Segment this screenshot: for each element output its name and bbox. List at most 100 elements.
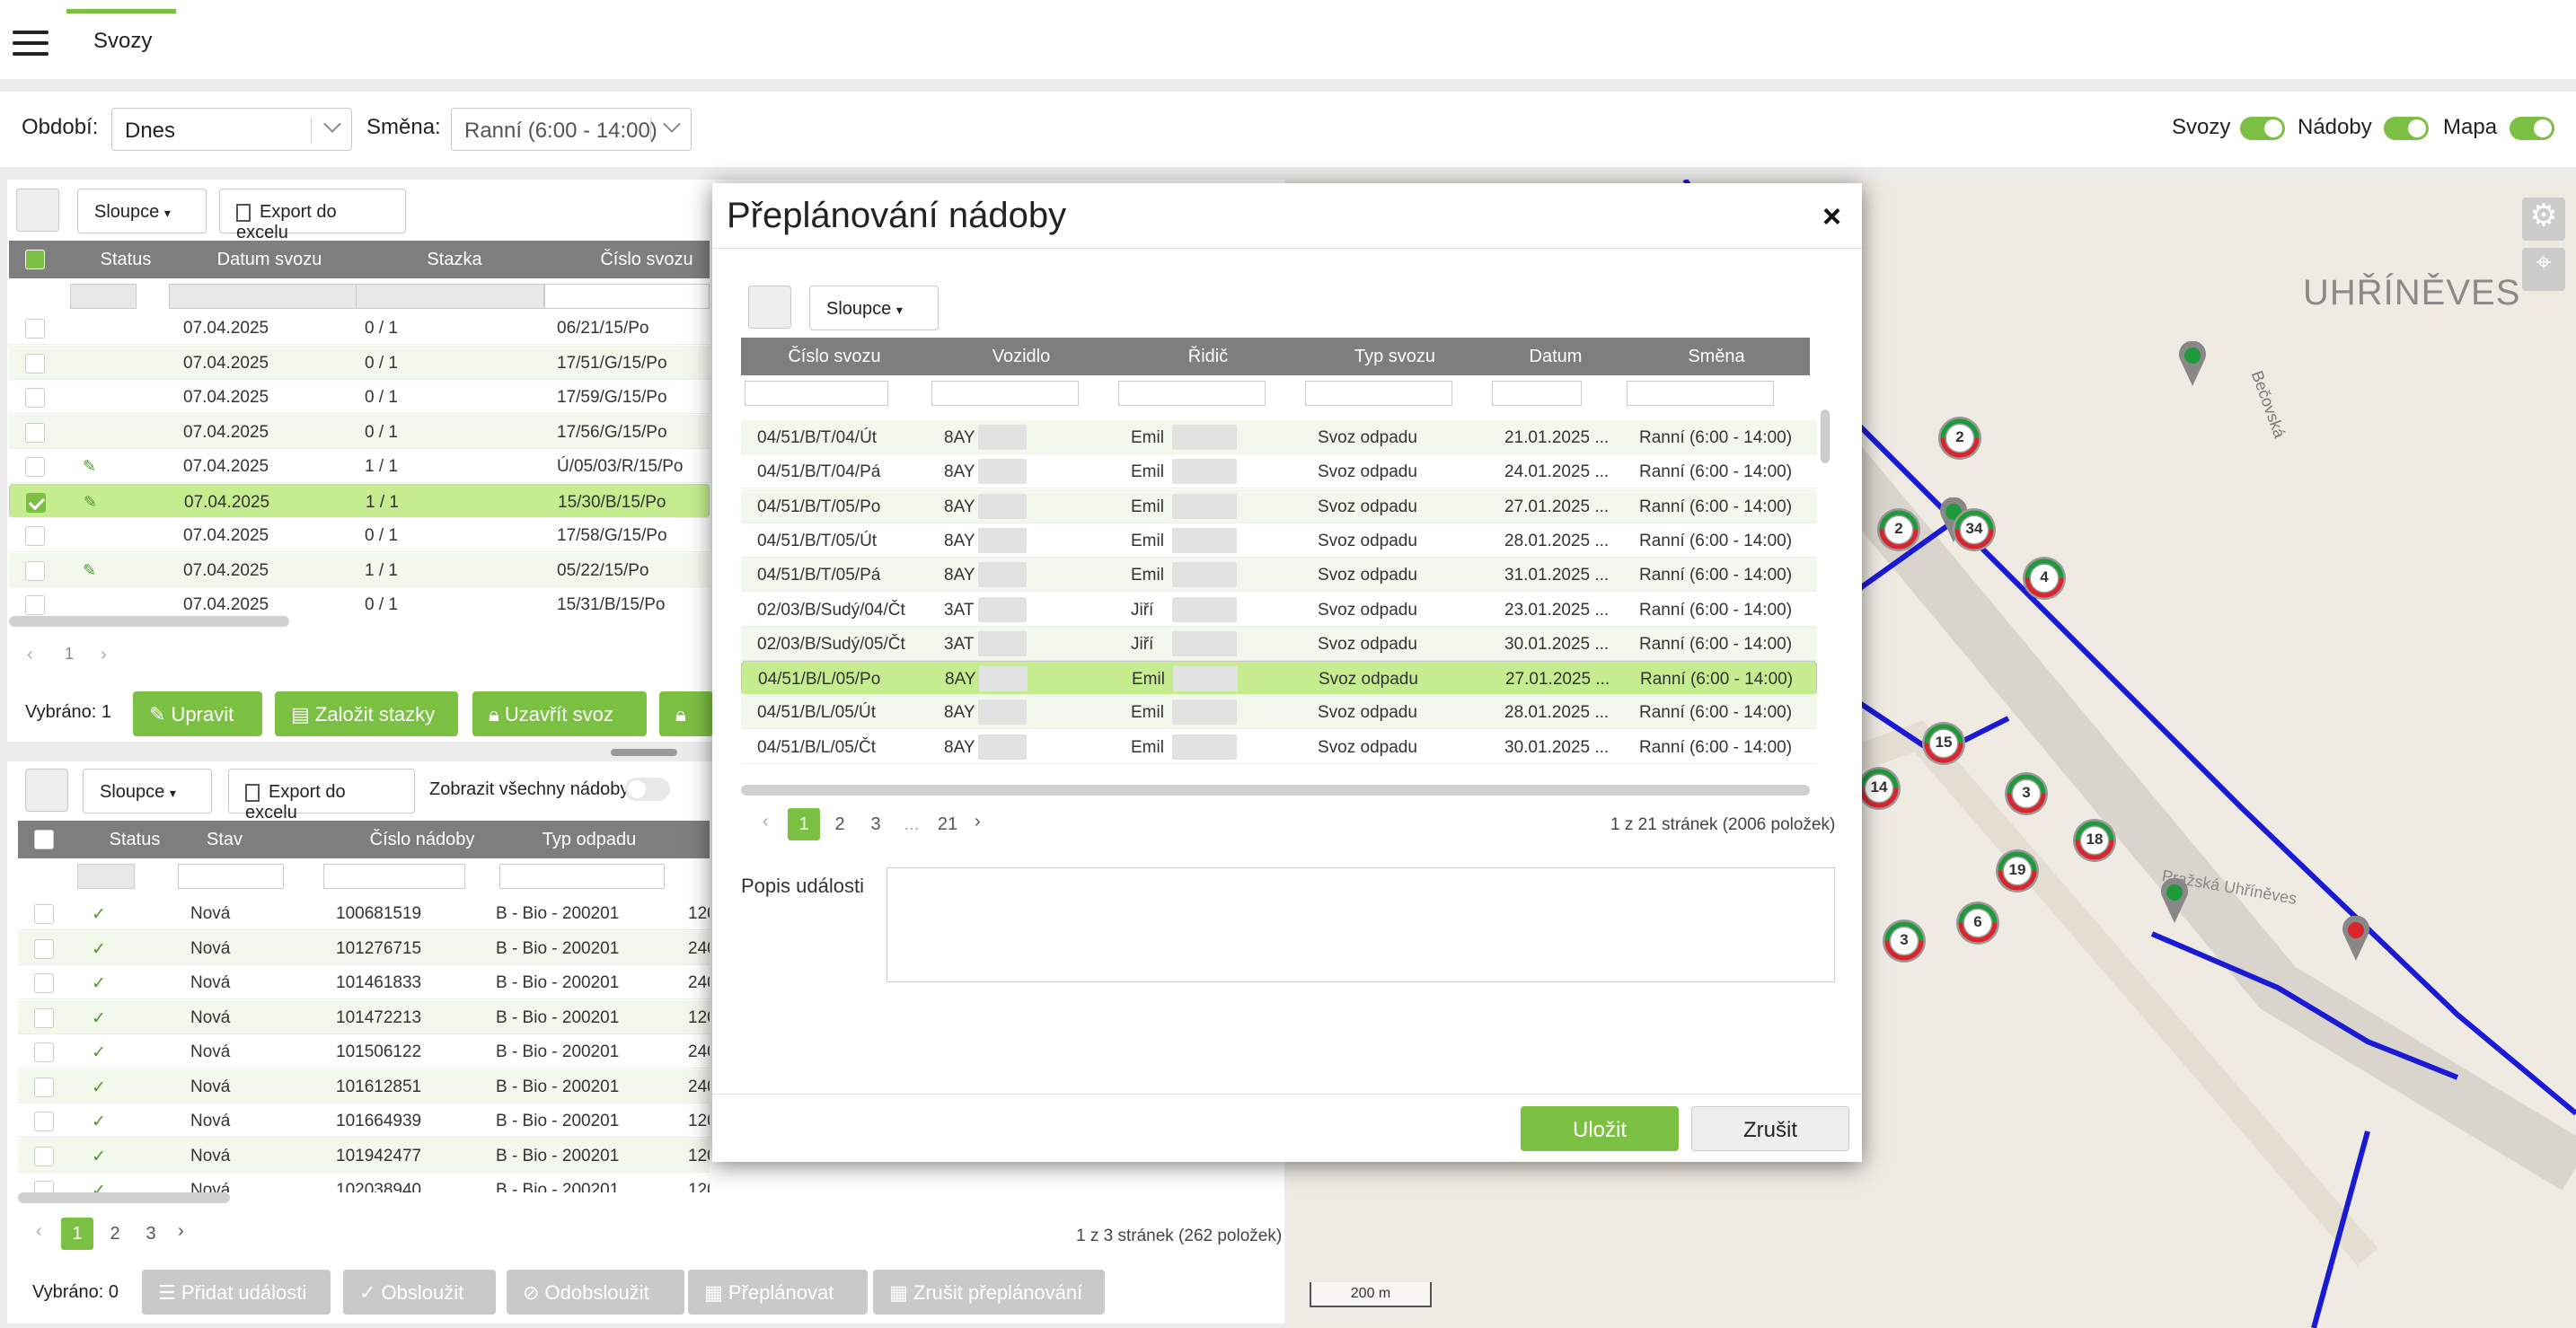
- filter-smena[interactable]: [1627, 381, 1774, 406]
- col-status[interactable]: Status: [109, 830, 161, 849]
- columns-button-bottom[interactable]: Sloupce ▾: [83, 769, 212, 814]
- row-checkbox[interactable]: [34, 1007, 54, 1028]
- map-cluster[interactable]: 4: [2021, 555, 2068, 602]
- filter-status[interactable]: [70, 284, 137, 309]
- row-checkbox[interactable]: [25, 353, 45, 374]
- table-row[interactable]: 04/51/B/T/04/Pá 8AY Emil Svoz odpadu 24.01.2…: [741, 454, 1817, 489]
- clear-filter-icon[interactable]: [16, 189, 59, 232]
- serve-button[interactable]: ✓ Obsloužit: [343, 1270, 496, 1315]
- table-row[interactable]: 04/51/B/T/05/Po 8AY Emil Svoz odpadu 27.01.2…: [741, 488, 1817, 523]
- toggle-mapa[interactable]: [2510, 117, 2554, 140]
- table-row[interactable]: 02/03/B/Sudý/05/Čt 3AT Jiří Svoz odpadu 30.0…: [741, 626, 1817, 661]
- next-page-icon[interactable]: ›: [975, 812, 981, 831]
- page-3[interactable]: 3: [870, 814, 881, 834]
- more-action-button[interactable]: 🔒︎: [659, 691, 713, 736]
- add-events-button[interactable]: ☰ Přidat události: [142, 1270, 331, 1315]
- table-row[interactable]: ✓ Nová 101472213 B - Bio - 200201 120: [18, 999, 710, 1034]
- prev-page-icon[interactable]: ‹: [27, 645, 33, 664]
- create-stazky-button[interactable]: ▤ Založit stazky: [275, 691, 458, 736]
- col-typ-odpadu[interactable]: Typ odpadu: [542, 830, 637, 849]
- period-select[interactable]: Dnes: [111, 108, 352, 151]
- unserve-button[interactable]: ⊘ Odobsloužit: [507, 1270, 684, 1315]
- table-row[interactable]: 07.04.2025 0 / 1 06/21/15/Po: [9, 311, 710, 345]
- horizontal-scrollbar[interactable]: [9, 616, 289, 627]
- filter-typ[interactable]: [1305, 381, 1452, 406]
- filter-stazka[interactable]: [356, 284, 544, 309]
- page-number[interactable]: 1: [65, 645, 75, 663]
- table-row[interactable]: ✓ Nová 101942477 B - Bio - 200201 120: [18, 1138, 710, 1173]
- select-all-checkbox[interactable]: [25, 250, 45, 269]
- clear-filter-icon[interactable]: [748, 286, 791, 329]
- app-title[interactable]: Svozy: [93, 29, 153, 53]
- edit-button[interactable]: ✎ Upravit: [133, 691, 262, 736]
- prev-page-icon[interactable]: ‹: [763, 812, 769, 831]
- show-all-toggle[interactable]: [625, 778, 670, 801]
- columns-button[interactable]: Sloupce ▾: [77, 189, 207, 233]
- next-page-icon[interactable]: ›: [101, 645, 107, 664]
- map-locate-icon[interactable]: ⌖: [2522, 248, 2565, 291]
- horizontal-scrollbar[interactable]: [741, 785, 1810, 796]
- map-cluster[interactable]: 34: [1951, 506, 1998, 553]
- col-cislo[interactable]: Číslo svozu: [600, 250, 693, 269]
- close-icon[interactable]: ×: [1822, 198, 1842, 234]
- table-row[interactable]: 07.04.2025 0 / 1 17/51/G/15/Po: [9, 345, 710, 380]
- table-row[interactable]: 04/51/B/L/05/Út 8AY Emil Svoz odpadu 28.01.2…: [741, 695, 1817, 730]
- map-cluster[interactable]: 3: [1881, 918, 1928, 964]
- table-row[interactable]: ✓ Nová 102038940 B - Bio - 200201 120 l: [18, 1173, 710, 1192]
- table-row[interactable]: ✓ Nová 101664939 B - Bio - 200201 120: [18, 1104, 710, 1138]
- row-checkbox[interactable]: [25, 560, 45, 581]
- col-stav[interactable]: Stav: [206, 830, 243, 849]
- row-checkbox[interactable]: [25, 595, 45, 615]
- col-stazka[interactable]: Stazka: [427, 250, 482, 269]
- panel-splitter[interactable]: [611, 749, 677, 756]
- col-cislo-nadoby[interactable]: Číslo nádoby: [369, 830, 475, 849]
- col-ridic[interactable]: Řidič: [1187, 347, 1229, 366]
- toggle-svozy[interactable]: [2240, 117, 2285, 140]
- map-cluster[interactable]: 2: [1936, 415, 1983, 462]
- save-button[interactable]: Uložit: [1521, 1106, 1679, 1151]
- page-1[interactable]: 1: [788, 808, 820, 840]
- table-row[interactable]: 04/51/B/T/04/Út 8AY Emil Svoz odpadu 21.01.2…: [741, 420, 1817, 454]
- map-pin-red[interactable]: [2341, 915, 2371, 961]
- map-pin-green[interactable]: [1938, 497, 1969, 542]
- col-datum[interactable]: Datum: [1529, 347, 1583, 366]
- map-settings-icon[interactable]: ⚙: [2522, 198, 2565, 241]
- filter-datum[interactable]: [1492, 381, 1582, 406]
- map-cluster[interactable]: 19: [1994, 848, 2041, 894]
- filter-ridic[interactable]: [1118, 381, 1266, 406]
- col-vozidlo[interactable]: Vozidlo: [992, 347, 1051, 366]
- export-excel-button-bottom[interactable]: Export do excelu: [228, 769, 415, 822]
- col-typ-svozu[interactable]: Typ svozu: [1354, 347, 1436, 366]
- hamburger-menu-icon[interactable]: [13, 31, 49, 57]
- row-checkbox[interactable]: [34, 1146, 54, 1166]
- row-checkbox[interactable]: [25, 457, 45, 477]
- table-row[interactable]: 07.04.2025 0 / 1 17/56/G/15/Po: [9, 414, 710, 449]
- clear-filter-icon[interactable]: [25, 769, 68, 812]
- vertical-scrollbar[interactable]: [1821, 409, 1830, 463]
- export-excel-button[interactable]: Export do excelu: [219, 189, 406, 242]
- filter-datum[interactable]: [169, 284, 357, 309]
- col-datum[interactable]: Datum svozu: [216, 250, 322, 269]
- page-21[interactable]: 21: [937, 814, 958, 834]
- close-svoz-button[interactable]: 🔒︎ Uzavřít svoz: [472, 691, 647, 736]
- row-checkbox[interactable]: [34, 1042, 54, 1062]
- table-row[interactable]: 04/51/B/L/05/Čt 8AY Emil Svoz odpadu 30.01.2…: [741, 730, 1817, 764]
- prev-page-icon[interactable]: ‹: [36, 1221, 42, 1241]
- map-cluster[interactable]: 2: [1875, 506, 1922, 553]
- map-cluster[interactable]: 18: [2071, 817, 2118, 864]
- table-row[interactable]: ✓ Nová 100681519 B - Bio - 200201 120: [18, 896, 710, 930]
- table-row[interactable]: 07.04.2025 0 / 1 17/58/G/15/Po: [9, 518, 710, 552]
- table-row[interactable]: ✎ 07.04.2025 1 / 1 Ú/05/03/R/15/Po: [9, 449, 710, 483]
- filter-cislo[interactable]: [544, 284, 710, 309]
- table-row[interactable]: 07.04.2025 0 / 1 15/31/B/15/Po: [9, 587, 710, 616]
- row-checkbox[interactable]: [34, 1181, 54, 1192]
- table-row[interactable]: ✓ Nová 101506122 B - Bio - 200201 240: [18, 1034, 710, 1069]
- page-1[interactable]: 1: [61, 1218, 93, 1250]
- map-cluster[interactable]: 3: [2003, 770, 2050, 817]
- map-cluster[interactable]: 14: [1856, 765, 1902, 812]
- table-row[interactable]: ✓ Nová 101461833 B - Bio - 200201 240: [18, 965, 710, 999]
- description-textarea[interactable]: [887, 867, 1835, 982]
- table-row[interactable]: 02/03/B/Sudý/04/Čt 3AT Jiří Svoz odpadu 23.0…: [741, 593, 1817, 627]
- cancel-reschedule-button[interactable]: ▦ Zrušit přeplánování: [873, 1270, 1105, 1315]
- page-3[interactable]: 3: [146, 1224, 156, 1244]
